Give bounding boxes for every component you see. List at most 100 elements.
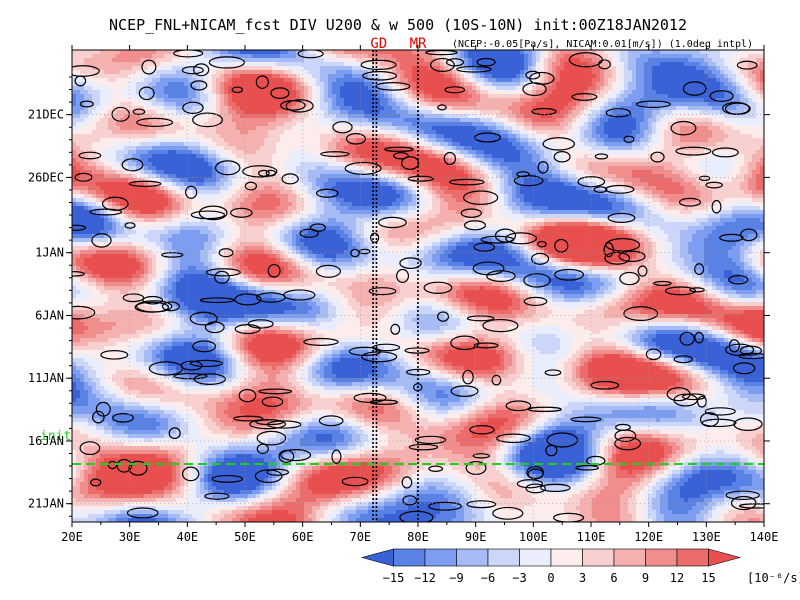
- chart-title: NCEP_FNL+NICAM_fcst DIV U200 & w 500 (10…: [109, 16, 687, 34]
- w500-contour: [623, 135, 635, 143]
- w500-contour: [739, 345, 762, 356]
- w500-contour: [586, 455, 606, 466]
- w500-contour: [704, 407, 736, 416]
- w500-contour: [332, 121, 353, 134]
- w500-contour: [462, 369, 474, 385]
- w500-contour: [670, 120, 697, 136]
- w500-contour: [537, 161, 549, 174]
- w500-contour: [645, 348, 662, 361]
- colorbar-swatch: [424, 548, 457, 567]
- w500-contour: [701, 418, 737, 428]
- w500-contour: [399, 257, 422, 269]
- w500-contour: [181, 466, 200, 482]
- w500-contour: [605, 238, 641, 252]
- w500-contour: [711, 147, 739, 158]
- w500-contours: [72, 50, 764, 522]
- w500-contour: [230, 207, 253, 218]
- w500-contour: [72, 224, 87, 231]
- w500-contour: [193, 63, 210, 77]
- w500-contour: [297, 50, 324, 59]
- w500-contour: [331, 449, 342, 464]
- w500-contour: [215, 160, 241, 176]
- w500-contour: [173, 50, 204, 58]
- w500-contour: [473, 342, 499, 349]
- w500-contour: [428, 465, 444, 472]
- colorbar-swatch: [582, 548, 615, 567]
- w500-contour: [211, 474, 244, 483]
- w500-contour: [664, 286, 696, 296]
- w500-contour: [128, 180, 162, 187]
- w500-contour: [116, 458, 133, 473]
- w500-contour: [730, 495, 757, 511]
- w500-contour: [705, 181, 723, 189]
- w500-contour: [516, 479, 544, 489]
- marker-label: GD: [370, 36, 387, 52]
- w500-contour: [437, 311, 450, 322]
- w500-contour: [711, 199, 722, 214]
- w500-contour: [370, 232, 380, 243]
- w500-contour: [653, 280, 672, 287]
- w500-contour: [256, 430, 287, 446]
- x-tick-label: 90E: [465, 530, 487, 544]
- w500-contour: [623, 306, 659, 321]
- w500-contour: [266, 468, 290, 476]
- w500-contour: [456, 65, 492, 73]
- w500-contour: [132, 108, 146, 115]
- w500-contour: [544, 369, 562, 376]
- w500-contour: [359, 248, 371, 255]
- w500-contour: [450, 385, 479, 397]
- w500-contour: [462, 190, 499, 205]
- w500-contour: [725, 490, 760, 500]
- w500-contour: [361, 351, 398, 363]
- w500-contour: [537, 240, 547, 248]
- w500-contour: [545, 444, 558, 457]
- w500-contour: [604, 251, 631, 265]
- w500-contour: [247, 319, 274, 329]
- w500-contour: [341, 476, 369, 487]
- w500-contour: [476, 57, 496, 67]
- w500-contour: [486, 270, 516, 282]
- colorbar-swatch: [550, 548, 583, 567]
- w500-contour: [546, 432, 578, 448]
- w500-contour: [136, 117, 174, 128]
- w500-contour: [619, 271, 640, 286]
- w500-contour: [234, 293, 262, 306]
- colorbar-tick-label: −12: [414, 571, 436, 585]
- w500-contour: [682, 81, 707, 96]
- x-tick-label: 50E: [234, 530, 256, 544]
- w500-contour: [72, 65, 100, 77]
- w500-contour: [378, 216, 407, 229]
- y-tick-label: 6JAN: [35, 308, 64, 322]
- w500-contour: [525, 70, 541, 80]
- colorbar: −15 −12 −9 −6 −3 0 3 6 9 12 15 [10⁻⁶/s]: [360, 548, 800, 585]
- w500-contour: [450, 335, 480, 351]
- w500-contour: [148, 361, 184, 376]
- w500-contour: [443, 151, 457, 166]
- x-tick-label: 80E: [407, 530, 429, 544]
- w500-contour: [189, 311, 218, 326]
- marker-lines: [372, 50, 419, 522]
- w500-contour: [719, 233, 744, 242]
- w500-contour: [315, 264, 342, 278]
- w500-contour: [473, 242, 496, 252]
- w500-contour: [594, 153, 609, 160]
- w500-contour: [281, 173, 299, 185]
- x-tick-label: 110E: [577, 530, 606, 544]
- w500-contour: [590, 380, 620, 390]
- w500-contour: [402, 495, 418, 506]
- w500-contour: [368, 287, 397, 296]
- x-tick-label: 140E: [750, 530, 779, 544]
- w500-contour: [122, 293, 145, 303]
- w500-contour: [189, 359, 223, 368]
- w500-contour: [675, 146, 712, 156]
- w500-contour: [255, 75, 269, 89]
- w500-contour: [522, 82, 547, 97]
- w500-contour: [404, 347, 430, 354]
- w500-contour: [605, 108, 631, 118]
- w500-contour: [192, 112, 223, 128]
- w500-contour: [540, 483, 571, 493]
- w500-contour: [184, 185, 198, 199]
- w500-contour: [554, 238, 569, 253]
- w500-contour: [90, 478, 102, 487]
